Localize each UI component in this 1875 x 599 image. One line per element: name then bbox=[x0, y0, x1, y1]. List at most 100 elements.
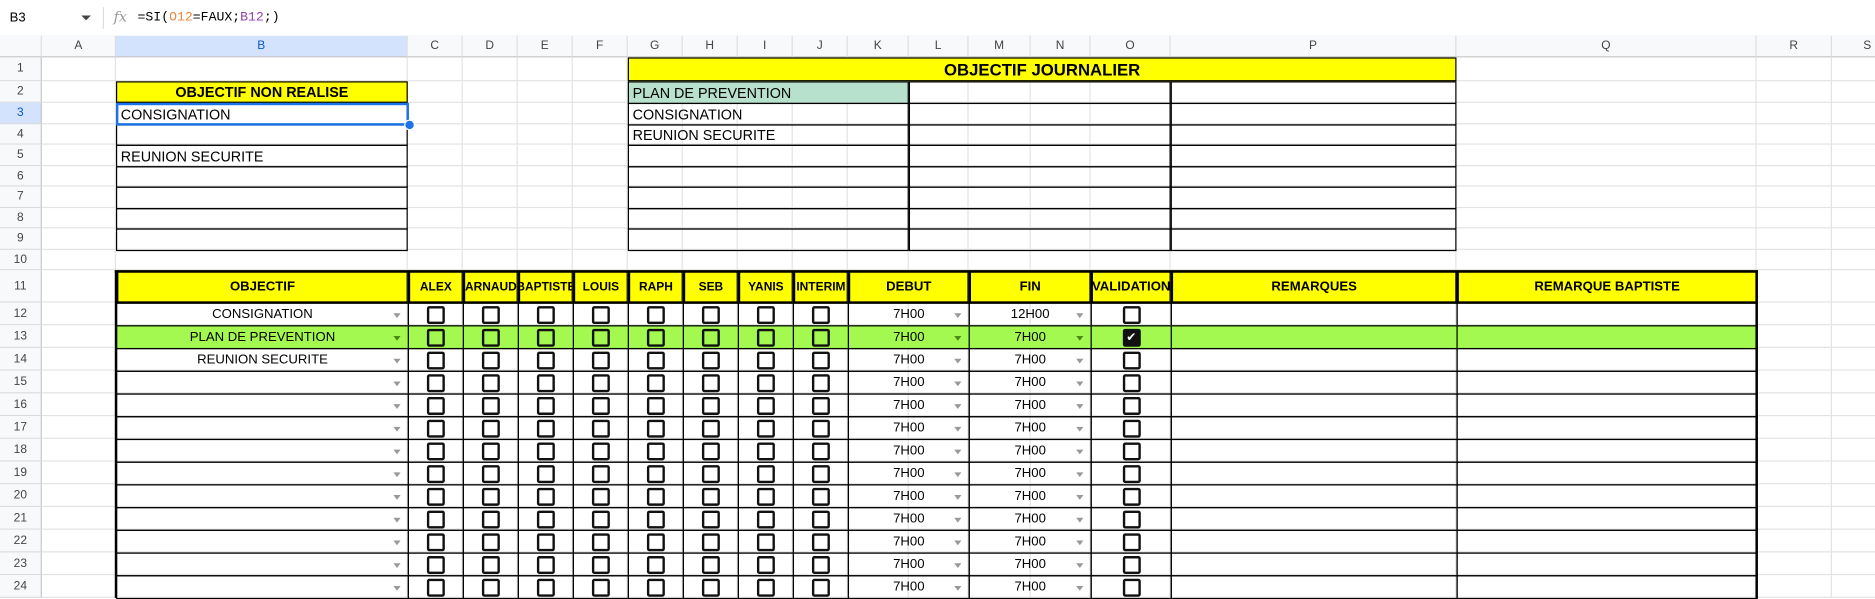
column-header-F[interactable]: F bbox=[572, 35, 628, 58]
checkbox[interactable] bbox=[426, 532, 445, 551]
fin-dropdown[interactable]: 7H00 bbox=[968, 507, 1092, 531]
cell[interactable] bbox=[737, 438, 793, 462]
row-header-23[interactable]: 23 bbox=[0, 552, 42, 576]
cell[interactable] bbox=[462, 124, 518, 145]
cell[interactable] bbox=[1030, 552, 1091, 576]
cell[interactable] bbox=[908, 370, 969, 394]
cell[interactable] bbox=[1456, 249, 1757, 271]
journalier-cell[interactable] bbox=[1170, 102, 1457, 126]
debut-dropdown[interactable]: 7H00 bbox=[847, 347, 970, 372]
remarque-baptiste-cell[interactable] bbox=[1456, 529, 1758, 554]
checkbox[interactable] bbox=[701, 532, 720, 551]
cell[interactable] bbox=[407, 208, 463, 229]
checkbox[interactable] bbox=[756, 419, 775, 438]
dropdown-arrow-icon[interactable] bbox=[1076, 563, 1084, 569]
cell[interactable] bbox=[968, 347, 1031, 371]
cell[interactable] bbox=[572, 529, 628, 553]
checkbox[interactable] bbox=[811, 350, 830, 369]
objectif-dropdown[interactable] bbox=[115, 393, 409, 418]
checkbox[interactable] bbox=[426, 328, 445, 347]
cell[interactable] bbox=[41, 325, 116, 348]
cell[interactable] bbox=[517, 438, 573, 462]
cell[interactable] bbox=[627, 552, 683, 576]
column-header-H[interactable]: H bbox=[682, 35, 738, 58]
cell[interactable] bbox=[847, 347, 909, 371]
cell[interactable] bbox=[462, 57, 518, 82]
column-header-J[interactable]: J bbox=[792, 35, 848, 58]
cell[interactable] bbox=[572, 461, 628, 485]
fin-dropdown[interactable]: 12H00 bbox=[968, 302, 1092, 327]
dropdown-arrow-icon[interactable] bbox=[393, 517, 401, 523]
cell[interactable] bbox=[41, 124, 116, 145]
non-realise-item[interactable] bbox=[115, 166, 408, 188]
cell[interactable] bbox=[968, 81, 1031, 103]
cell[interactable] bbox=[1030, 416, 1091, 439]
cell[interactable] bbox=[572, 166, 628, 187]
cell[interactable] bbox=[407, 484, 463, 508]
column-header-S[interactable]: S bbox=[1831, 35, 1875, 58]
row-header-8[interactable]: 8 bbox=[0, 208, 42, 229]
checkbox[interactable] bbox=[1122, 419, 1141, 438]
cell[interactable] bbox=[908, 529, 969, 553]
checkbox[interactable] bbox=[591, 532, 610, 551]
cell[interactable] bbox=[737, 347, 793, 371]
cell[interactable] bbox=[627, 484, 683, 508]
checkbox[interactable] bbox=[811, 464, 830, 483]
cell[interactable] bbox=[627, 144, 683, 167]
fin-dropdown[interactable]: 7H00 bbox=[968, 575, 1092, 599]
name-box-dropdown-icon[interactable] bbox=[81, 15, 91, 21]
checkbox[interactable] bbox=[701, 373, 720, 392]
objectif-dropdown[interactable] bbox=[115, 484, 409, 509]
objectif-dropdown[interactable] bbox=[115, 461, 409, 486]
cell[interactable] bbox=[517, 484, 573, 508]
remarques-cell[interactable] bbox=[1170, 438, 1458, 463]
checkbox[interactable] bbox=[591, 396, 610, 415]
cell[interactable] bbox=[792, 166, 848, 187]
column-header-R[interactable]: R bbox=[1756, 35, 1832, 58]
cell[interactable] bbox=[462, 81, 518, 103]
cell[interactable] bbox=[41, 347, 116, 371]
fin-dropdown[interactable]: 7H00 bbox=[968, 438, 1092, 463]
cell[interactable] bbox=[908, 416, 969, 439]
column-header-M[interactable]: M bbox=[968, 35, 1031, 58]
cell[interactable] bbox=[41, 370, 116, 394]
journalier-cell[interactable] bbox=[908, 228, 1171, 252]
cell[interactable] bbox=[1030, 228, 1091, 250]
cell[interactable] bbox=[41, 552, 116, 576]
checkbox[interactable] bbox=[1122, 464, 1141, 483]
dropdown-arrow-icon[interactable] bbox=[393, 426, 401, 432]
checkbox[interactable] bbox=[426, 373, 445, 392]
cell[interactable] bbox=[572, 144, 628, 167]
cell[interactable] bbox=[1090, 484, 1171, 508]
cell[interactable] bbox=[682, 393, 738, 417]
remarque-baptiste-cell[interactable] bbox=[1456, 438, 1758, 463]
dropdown-arrow-icon[interactable] bbox=[393, 381, 401, 387]
cell[interactable] bbox=[1756, 438, 1832, 462]
remarques-cell[interactable] bbox=[1170, 325, 1458, 350]
dropdown-arrow-icon[interactable] bbox=[1076, 426, 1084, 432]
journalier-item[interactable] bbox=[627, 186, 909, 210]
checkbox[interactable] bbox=[701, 555, 720, 574]
cell[interactable] bbox=[682, 461, 738, 485]
checkbox[interactable] bbox=[536, 350, 555, 369]
dropdown-arrow-icon[interactable] bbox=[1076, 449, 1084, 455]
cell[interactable] bbox=[407, 124, 463, 145]
remarques-cell[interactable] bbox=[1170, 552, 1458, 577]
checkbox[interactable] bbox=[426, 396, 445, 415]
cell[interactable] bbox=[41, 393, 116, 417]
checkbox[interactable] bbox=[426, 441, 445, 460]
cell[interactable] bbox=[462, 186, 518, 209]
cell[interactable] bbox=[572, 208, 628, 229]
cell[interactable] bbox=[1831, 530, 1875, 553]
cell[interactable] bbox=[968, 302, 1031, 326]
cell[interactable] bbox=[41, 461, 116, 485]
select-all-corner[interactable] bbox=[0, 35, 42, 58]
cell[interactable] bbox=[517, 166, 573, 187]
cell[interactable] bbox=[1831, 270, 1875, 303]
cell[interactable] bbox=[1090, 370, 1171, 394]
cell[interactable] bbox=[737, 484, 793, 508]
column-header-P[interactable]: P bbox=[1170, 35, 1457, 58]
cell[interactable] bbox=[1030, 166, 1091, 187]
checkbox[interactable] bbox=[426, 487, 445, 506]
debut-dropdown[interactable]: 7H00 bbox=[847, 393, 970, 418]
